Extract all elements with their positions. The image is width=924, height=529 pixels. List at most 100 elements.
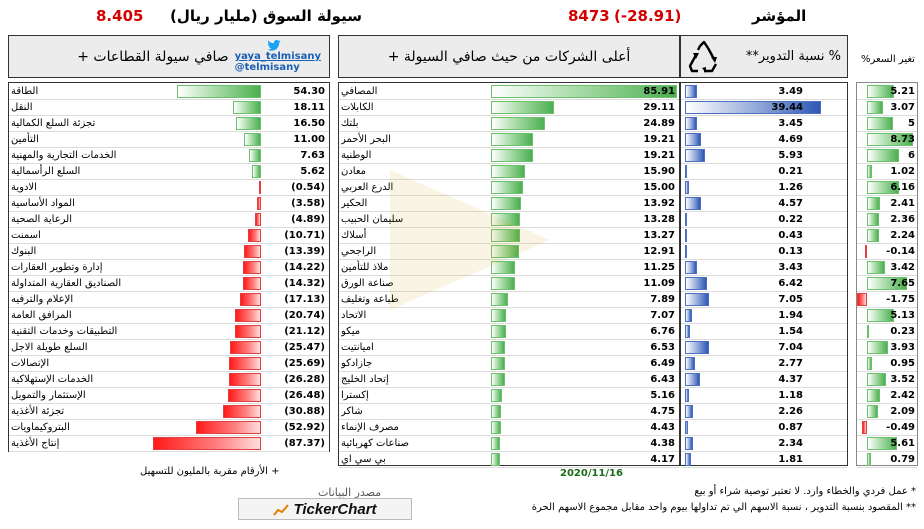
- turnover-value: 39.44: [771, 102, 803, 113]
- company-value: 13.27: [643, 230, 675, 241]
- company-value: 11.25: [643, 262, 675, 273]
- company-row: المصافي 85.91: [339, 84, 679, 100]
- price-up-bar: [867, 389, 880, 402]
- company-inflow-bar: [491, 277, 515, 290]
- price-change-row: 3.52: [857, 372, 917, 388]
- sector-inflow-bar: [249, 149, 261, 162]
- sector-value: 7.63: [300, 150, 325, 161]
- sector-inflow-bar: [233, 101, 261, 114]
- rounding-note: + الأرقام مقربة بالمليون للتسهيل: [140, 466, 280, 477]
- price-up-bar: [867, 197, 880, 210]
- turnover-bar: [685, 405, 693, 418]
- company-value: 13.28: [643, 214, 675, 225]
- sector-value: (17.13): [284, 294, 325, 305]
- sectors-panel-header: yaya_telmisany @telmisany صافي سيولة الق…: [8, 35, 330, 78]
- company-label: ميكو: [341, 326, 361, 337]
- company-value: 6.49: [650, 358, 675, 369]
- company-label: مصرف الإنماء: [341, 422, 399, 433]
- company-inflow-bar: [491, 165, 526, 178]
- company-row: أسلاك 13.27: [339, 228, 679, 244]
- turnover-value: 0.21: [778, 166, 803, 177]
- sector-label: الادوية: [11, 182, 37, 193]
- company-value: 5.16: [650, 390, 675, 401]
- price-change-value: 2.09: [890, 406, 915, 417]
- sector-row: السلع طويلة الاجل (25.47): [9, 340, 329, 356]
- company-inflow-bar: [491, 421, 501, 434]
- turnover-bar: [685, 165, 687, 178]
- turnover-panel-header: % نسبة التدوير**: [680, 35, 848, 78]
- turnover-bar: [685, 357, 695, 370]
- company-value: 7.07: [650, 310, 675, 321]
- turnover-bar: [685, 229, 687, 242]
- turnover-value: 1.94: [778, 310, 803, 321]
- turnover-row: 0.21: [681, 164, 847, 180]
- turnover-bar: [685, 101, 821, 114]
- sector-row: الصناديق العقارية المتداولة (14.32): [9, 276, 329, 292]
- turnover-row: 0.43: [681, 228, 847, 244]
- company-value: 15.90: [643, 166, 675, 177]
- price-change-value: -0.49: [886, 422, 915, 433]
- company-row: إتحاد الخليج 6.43: [339, 372, 679, 388]
- twitter-mention[interactable]: @telmisany: [234, 62, 300, 73]
- turnover-row: 2.34: [681, 436, 847, 452]
- turnover-bar: [685, 197, 701, 210]
- turnover-row: 7.05: [681, 292, 847, 308]
- turnover-bar: [685, 181, 690, 194]
- sector-value: (20.74): [284, 310, 325, 321]
- tickerchart-name: TickerChart: [293, 500, 377, 518]
- price-change-row: 6.16: [857, 180, 917, 196]
- sector-row: الإعلام والترفيه (17.13): [9, 292, 329, 308]
- sector-outflow-bar: [228, 373, 261, 386]
- turnover-row: 3.45: [681, 116, 847, 132]
- sector-outflow-bar: [254, 213, 261, 226]
- sector-value: (52.92): [284, 422, 325, 433]
- company-row: الكابلات 29.11: [339, 100, 679, 116]
- turnover-bar: [685, 453, 692, 466]
- turnover-bar: [685, 309, 692, 322]
- price-up-bar: [867, 341, 888, 354]
- turnover-bar: [685, 85, 698, 98]
- price-change-row: 2.24: [857, 228, 917, 244]
- sector-row: البنوك (13.39): [9, 244, 329, 260]
- company-value: 7.89: [650, 294, 675, 305]
- turnover-bar: [685, 437, 694, 450]
- twitter-handle[interactable]: yaya_telmisany: [234, 51, 321, 62]
- companies-panel-header: أعلى الشركات من حيث صافي السيولة +: [338, 35, 680, 78]
- price-up-bar: [867, 325, 869, 338]
- company-row: مصرف الإنماء 4.43: [339, 420, 679, 436]
- company-label: ملاذ للتأمين: [341, 262, 389, 273]
- turnover-row: 2.77: [681, 356, 847, 372]
- price-change-row: 2.36: [857, 212, 917, 228]
- price-change-panel: 5.21 3.07 5 8.73 6 1.02 6.16 2.41 2.36 2.24 -0.14 3…: [856, 82, 918, 468]
- company-label: المصافي: [341, 86, 378, 97]
- price-change-row: 7.65: [857, 276, 917, 292]
- company-inflow-bar: [491, 437, 501, 450]
- turnover-row: 1.54: [681, 324, 847, 340]
- sector-value: 5.62: [300, 166, 325, 177]
- sector-value: (10.71): [284, 230, 325, 241]
- sector-outflow-bar: [222, 405, 261, 418]
- company-label: إكسترا: [341, 390, 369, 401]
- sector-value: (87.37): [284, 438, 325, 449]
- turnover-value: 4.37: [778, 374, 803, 385]
- turnover-panel: 3.49 39.44 3.45 4.69 5.93 0.21 1.26 4.57 0.22 0.4…: [680, 82, 848, 468]
- turnover-bar: [685, 277, 708, 290]
- price-change-row: -0.49: [857, 420, 917, 436]
- turnover-bar: [685, 293, 710, 306]
- company-inflow-bar: [491, 309, 507, 322]
- sector-value: (13.39): [284, 246, 325, 257]
- turnover-value: 1.18: [778, 390, 803, 401]
- price-up-bar: [867, 453, 872, 466]
- sector-row: المرافق العامة (20.74): [9, 308, 329, 324]
- turnover-value: 0.22: [778, 214, 803, 225]
- sector-label: الخدمات الإستهلاكية: [11, 374, 94, 385]
- price-change-value: 8.73: [890, 134, 915, 145]
- sector-outflow-bar: [229, 341, 261, 354]
- data-source-label: مصدر البيانات: [318, 486, 382, 499]
- turnover-bar: [685, 117, 697, 130]
- sector-row: النقل 18.11: [9, 100, 329, 116]
- turnover-row: 1.18: [681, 388, 847, 404]
- company-row: الراجحي 12.91: [339, 244, 679, 260]
- sector-label: البنوك: [11, 246, 37, 257]
- turnover-row: 0.87: [681, 420, 847, 436]
